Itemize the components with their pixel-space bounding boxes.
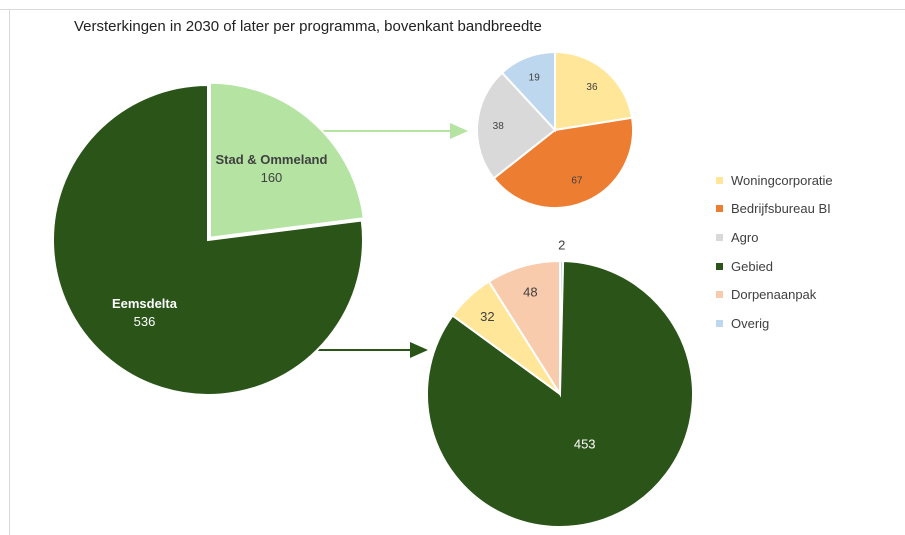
legend-item-gebied: Gebied: [716, 252, 833, 281]
slice-value-label: 32: [480, 309, 494, 324]
chart-frame-top: [0, 9, 905, 10]
legend-label: Agro: [731, 229, 759, 245]
legend-swatch: [716, 291, 723, 299]
slice-stad-ommeland-detail-woningcorporatie: [554, 50, 634, 132]
legend-label: Woningcorporatie: [731, 172, 833, 188]
slice-category-label: Stad & Ommeland: [215, 152, 327, 167]
legend-swatch: [716, 319, 723, 327]
slice-stad-ommeland-detail-bedrijfsbureau-bi: [492, 116, 634, 209]
slice-eemsdelta-detail-dorpenaanpak: [487, 259, 561, 398]
legend-label: Overig: [731, 315, 770, 331]
slice-stad-ommeland-detail-agro: [476, 71, 557, 180]
slice-value-label: 38: [493, 121, 505, 132]
legend-label: Bedrijfsbureau BI: [731, 201, 831, 217]
connectors: [318, 123, 468, 358]
legend-item-overig: Overig: [716, 309, 833, 338]
slice-value-label: 2: [558, 238, 565, 253]
legend-label: Dorpenaanpak: [731, 287, 817, 303]
slice-programma-stad-ommeland: [208, 81, 365, 239]
legend-item-agro: Agro: [716, 223, 833, 252]
slice-value-label: 48: [523, 284, 537, 299]
legend-item-dorpenaanpak: Dorpenaanpak: [716, 280, 833, 309]
legend-swatch: [716, 233, 723, 241]
slice-category-label: Eemsdelta: [112, 296, 178, 311]
legend-swatch: [716, 176, 723, 184]
slice-value-label: 19: [529, 72, 541, 83]
chart-title: Versterkingen in 2030 of later per progr…: [74, 18, 542, 35]
legend-swatch: [716, 262, 723, 270]
legend-swatch: [716, 205, 723, 213]
slice-stad-ommeland-detail-overig: [500, 50, 556, 133]
slice-value-label: 36: [586, 82, 598, 93]
slice-value-label: 67: [571, 176, 583, 187]
legend-item-woningcorporatie: Woningcorporatie: [716, 166, 833, 195]
legend: Woningcorporatie Bedrijfsbureau BI Agro Geb…: [716, 166, 833, 338]
slice-value-label: 160: [261, 170, 283, 185]
legend-item-bedrijfsbureau-bi: Bedrijfsbureau BI: [716, 195, 833, 224]
chart-frame-left: [9, 9, 10, 535]
slice-value-label: 453: [574, 437, 596, 452]
slice-value-label: 536: [134, 314, 156, 329]
slice-programma-eemsdelta: [52, 83, 364, 396]
legend-label: Gebied: [731, 258, 773, 274]
